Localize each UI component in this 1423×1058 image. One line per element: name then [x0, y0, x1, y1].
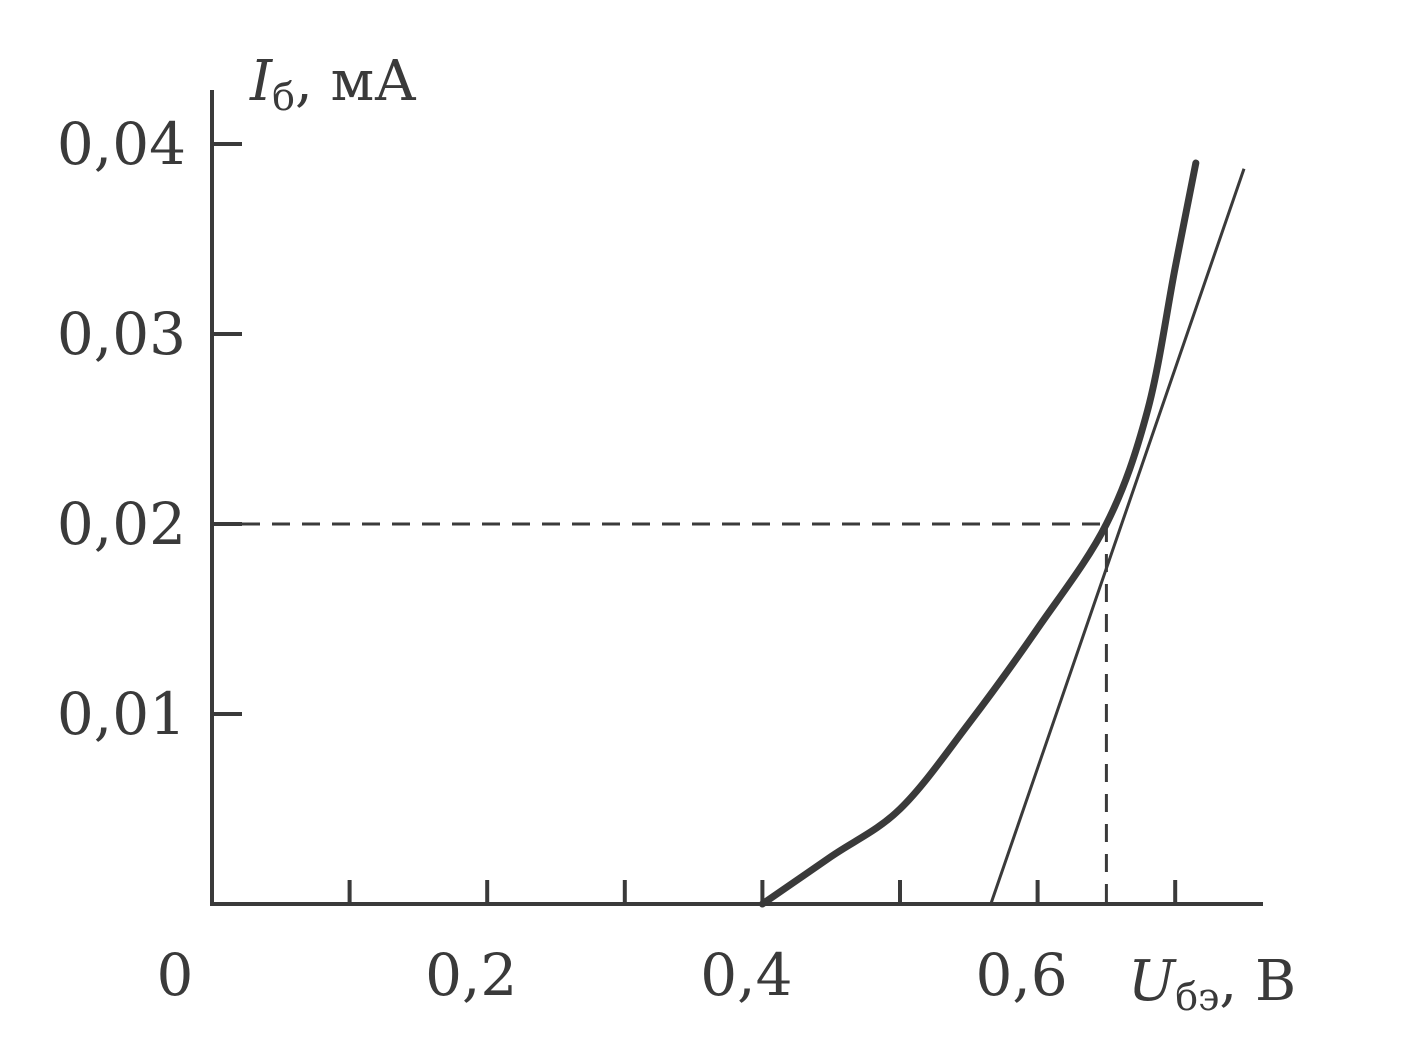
x-tick-label: 0,6 [975, 941, 1067, 1009]
y-axis-unit: , мА [295, 49, 417, 114]
y-tick-label: 0,03 [57, 300, 186, 368]
series-layer [758, 159, 1246, 908]
y-axis-symbol: I [249, 49, 274, 114]
x-tick-labels: 0 0,2 0,4 0,6 [157, 941, 1068, 1009]
y-axis-subscript: б [272, 75, 295, 119]
y-axis-label: Iб, мА [249, 49, 417, 119]
characteristic-curve [758, 159, 1200, 908]
x-axis-label: Uбэ, В [1128, 949, 1296, 1019]
y-ticks [212, 142, 242, 716]
axes [210, 90, 1263, 906]
x-axis-unit: , В [1219, 949, 1296, 1014]
y-tick-label: 0,04 [57, 110, 186, 178]
reference-lines [212, 522, 1108, 904]
x-tick-label: 0,2 [425, 941, 517, 1009]
x-axis-subscript: бэ [1175, 975, 1219, 1019]
y-tick-label: 0,02 [57, 490, 186, 558]
x-tick-label: 0,4 [700, 941, 792, 1009]
y-tick-labels: 0,01 0,02 0,03 0,04 [57, 110, 186, 748]
x-tick-label: 0 [157, 941, 194, 1009]
y-tick-label: 0,01 [57, 680, 186, 748]
tangent-line [989, 168, 1246, 905]
x-axis-symbol: U [1128, 949, 1177, 1014]
